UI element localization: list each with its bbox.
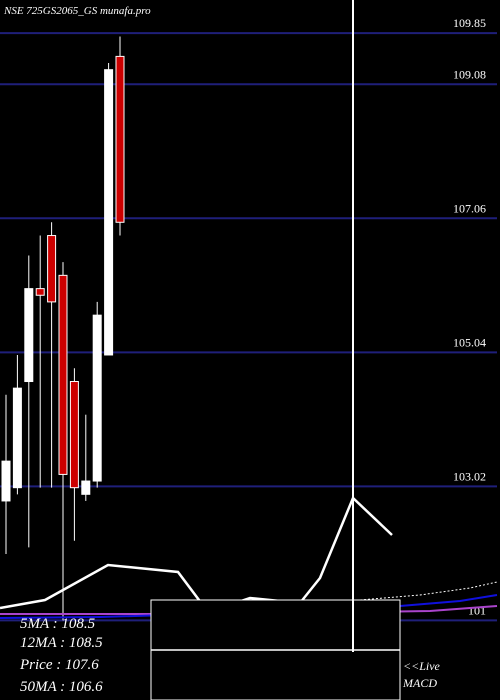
candle-body (69, 381, 79, 489)
ma-label-5: 5MA : 108.5 (20, 616, 96, 632)
chart-title: NSE 725GS2065_GS munafa.pro (3, 5, 151, 17)
y-tick-label: 109.85 (453, 16, 486, 30)
candle-body (81, 480, 91, 495)
y-tick-label: 103.02 (453, 469, 486, 483)
candle-body (92, 314, 102, 482)
y-tick-label: 107.06 (453, 201, 486, 215)
candle-body (47, 235, 57, 303)
candle-body (58, 274, 68, 475)
candle-body (115, 55, 125, 223)
y-tick-label: 109.08 (453, 67, 486, 81)
price-label: Price : 107.6 (19, 657, 99, 673)
histogram-dotted-line (359, 581, 498, 601)
macd-line (0, 495, 393, 614)
y-axis-ticks: 109.85 109.08 107.06 105.04 103.02 101 (453, 16, 486, 617)
candle-body (35, 288, 45, 296)
y-tick-label: 105.04 (453, 335, 486, 349)
macd-label: MACD (402, 676, 437, 690)
candle-body (24, 288, 34, 383)
live-label: <<Live (403, 659, 441, 673)
moving-average-labels: 5MA : 108.5 12MA : 108.5 Price : 107.6 5… (19, 616, 103, 695)
candle-body (104, 69, 114, 356)
candle-body (12, 387, 22, 489)
ma-label-12: 12MA : 108.5 (20, 635, 103, 651)
ma-label-50: 50MA : 106.6 (20, 679, 103, 695)
y-tick-label: 101 (468, 603, 486, 617)
candles-layer (1, 36, 125, 621)
candle-body (1, 460, 11, 502)
